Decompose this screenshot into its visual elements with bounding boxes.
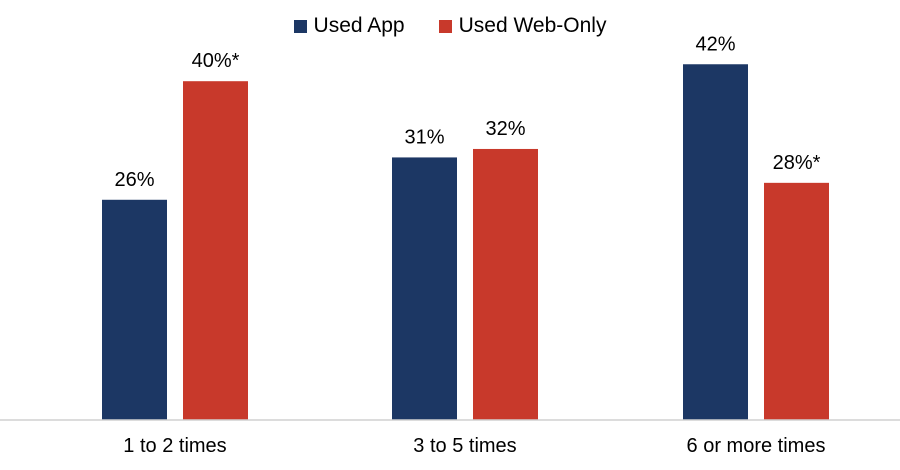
bar-used-web-only-6-or-more-times (764, 182, 829, 420)
data-label-used-web-only-3-to-5-times: 32% (485, 118, 525, 140)
data-label-used-app-3-to-5-times: 31% (404, 126, 444, 148)
legend-item-used-web-only: Used Web-Only (438, 14, 607, 38)
legend: Used App Used Web-Only (0, 14, 900, 38)
legend-label-used-app: Used App (313, 14, 405, 37)
legend-swatch-used-app (293, 19, 307, 33)
x-tick-label-1-to-2-times: 1 to 2 times (123, 435, 226, 457)
data-label-used-web-only-6-or-more-times: 28%* (773, 152, 821, 174)
data-label-used-app-6-or-more-times: 42% (695, 33, 735, 55)
bars-group (102, 64, 829, 420)
data-label-used-app-1-to-2-times: 26% (114, 169, 154, 191)
x-tick-label-3-to-5-times: 3 to 5 times (413, 435, 516, 457)
data-label-used-web-only-1-to-2-times: 40%* (192, 50, 240, 72)
bar-used-app-6-or-more-times (683, 64, 748, 420)
bar-used-web-only-1-to-2-times (183, 81, 248, 420)
data-labels-group: 26% 40%* 31% 32% 42% 28%* (114, 33, 820, 191)
bar-used-web-only-3-to-5-times (473, 148, 538, 420)
legend-swatch-used-web-only (438, 19, 452, 33)
bar-used-app-1-to-2-times (102, 199, 167, 420)
bar-used-app-3-to-5-times (392, 157, 457, 420)
x-tick-label-6-or-more-times: 6 or more times (687, 435, 826, 457)
x-tick-labels-group: 1 to 2 times 3 to 5 times 6 or more times (123, 435, 825, 457)
legend-item-used-app: Used App (293, 14, 405, 38)
legend-label-used-web-only: Used Web-Only (458, 14, 607, 37)
